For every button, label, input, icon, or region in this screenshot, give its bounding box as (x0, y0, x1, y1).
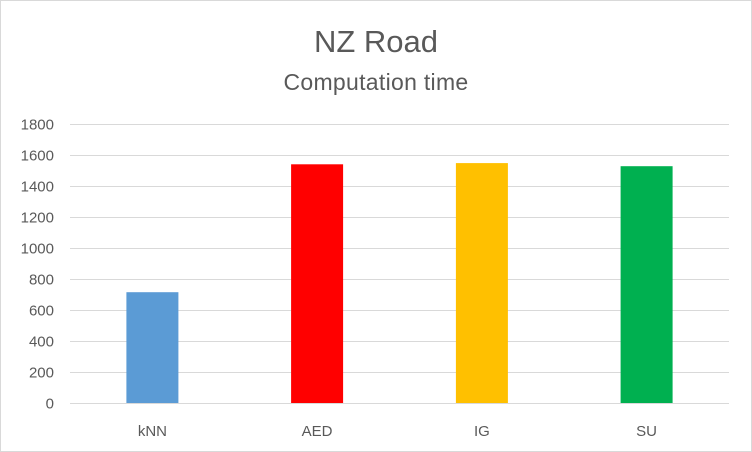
y-tick-label: 1800 (21, 117, 54, 134)
y-tick-label: 200 (29, 365, 54, 382)
y-tick-label: 1400 (21, 179, 54, 196)
x-axis-tick-labels: kNN AED IG SU (70, 403, 729, 440)
bar-ig (455, 163, 508, 403)
bar-su (620, 166, 673, 403)
x-tick-label: IG (474, 423, 490, 440)
x-tick-label: SU (636, 423, 657, 440)
y-tick-label: 1000 (21, 241, 54, 258)
y-tick-label: 1600 (21, 148, 54, 165)
chart-title: NZ Road (313, 24, 439, 59)
y-tick-label: 800 (29, 272, 54, 289)
y-tick-label: 1200 (21, 210, 54, 227)
y-axis-tick-labels: 0 200 400 600 800 1000 1200 1400 1600 1800 (21, 117, 54, 413)
x-tick-label: AED (302, 423, 333, 440)
y-tick-label: 400 (29, 334, 54, 351)
bar-knn (126, 292, 179, 403)
bar-aed (291, 164, 344, 403)
bars (126, 163, 673, 403)
x-tick-label: kNN (138, 423, 167, 440)
y-tick-label: 0 (46, 396, 54, 413)
y-tick-label: 600 (29, 303, 54, 320)
chart-subtitle: Computation time (283, 69, 469, 95)
